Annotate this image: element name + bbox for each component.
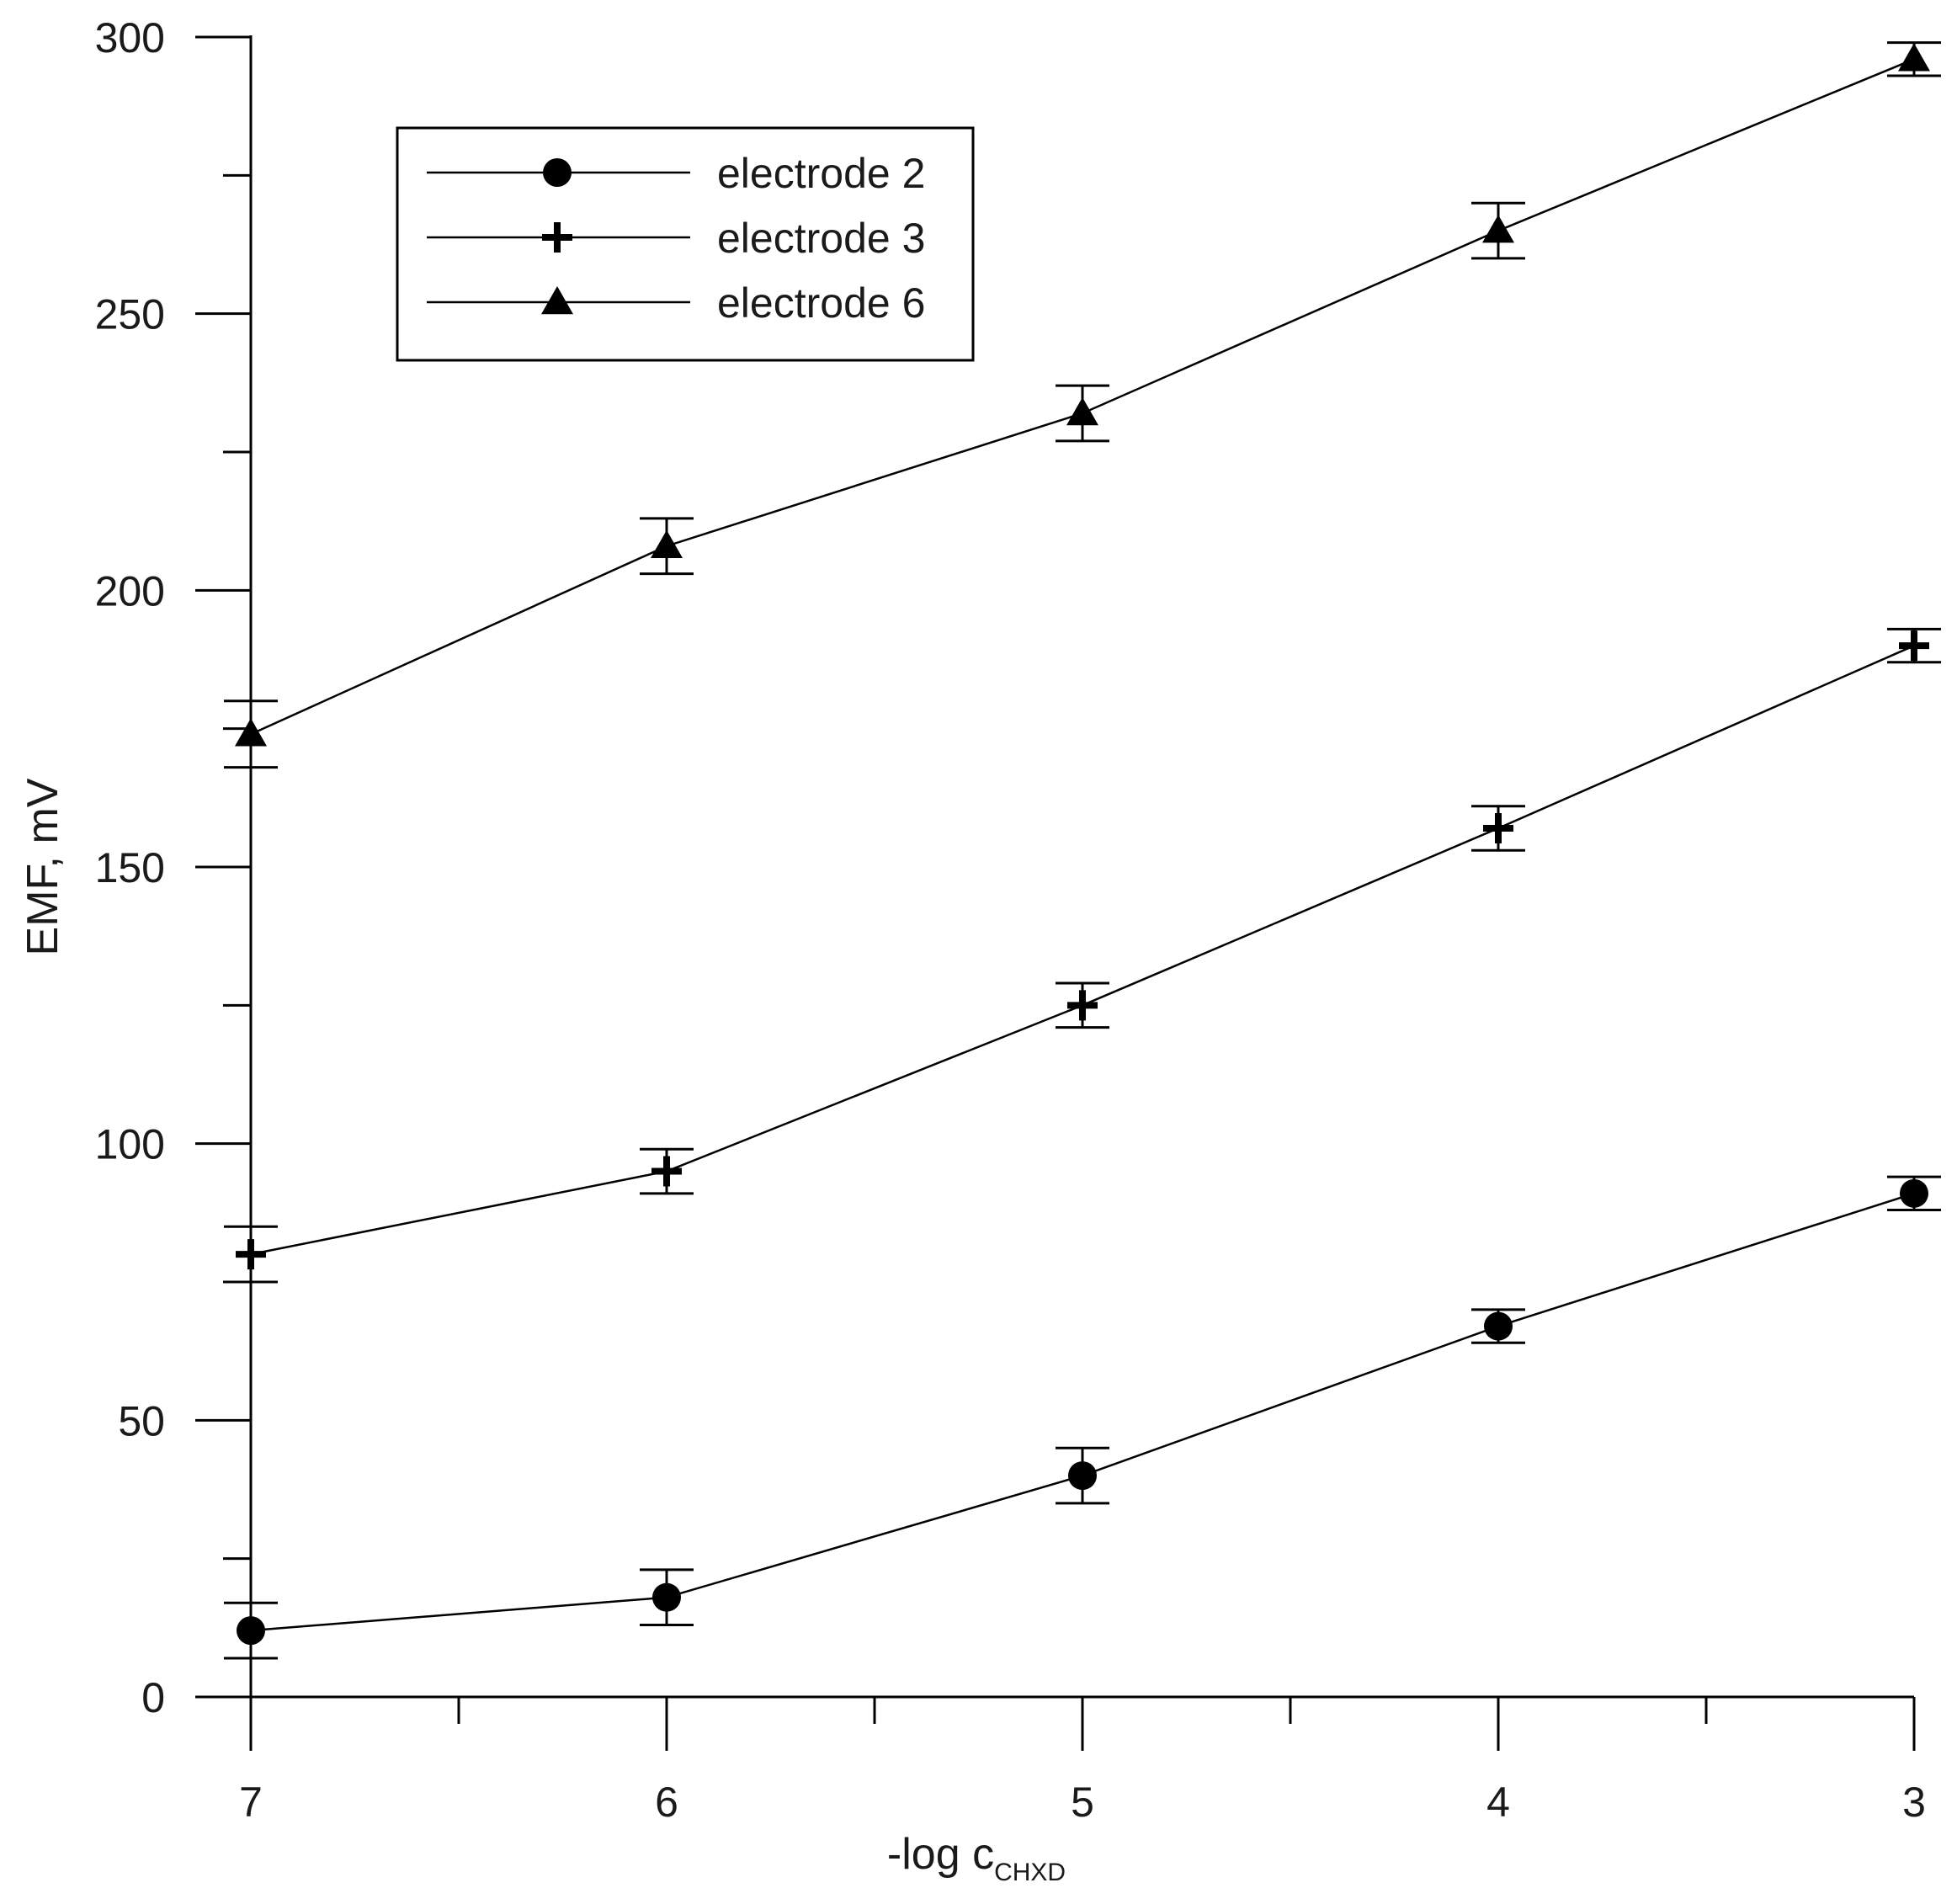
series-line [250, 1192, 1915, 1632]
x-tick-label: 6 [655, 1779, 678, 1826]
data-point-triangle [235, 718, 267, 747]
data-point-plus [1899, 630, 1929, 662]
data-point-circle [237, 1616, 265, 1646]
axes: 0 50 100 150 200 250 300 7 6 5 4 3 [95, 14, 1926, 1826]
y-tick-label: 0 [141, 1674, 165, 1721]
series-electrode-6 [224, 41, 1941, 769]
data-point-triangle [1066, 396, 1098, 426]
data-point-plus [1483, 812, 1513, 843]
data-point-triangle [1898, 43, 1930, 72]
x-axis-title-main: -log c [887, 1830, 994, 1879]
legend-entry: electrode 6 [427, 279, 925, 327]
data-point-triangle [1482, 215, 1514, 243]
data-point-plus [1067, 990, 1098, 1021]
data-point-plus [651, 1156, 682, 1187]
y-tick-label: 50 [118, 1397, 165, 1444]
y-tick-label: 150 [95, 844, 165, 891]
x-axis-title: -log cCHXD [887, 1830, 1066, 1886]
y-tick-label: 100 [95, 1121, 165, 1168]
legend-entry: electrode 2 [427, 150, 925, 197]
legend-label: electrode 6 [717, 279, 925, 327]
y-tick-label: 300 [95, 14, 165, 61]
y-tick-label: 200 [95, 567, 165, 614]
x-tick-label: 7 [239, 1779, 263, 1826]
legend: electrode 2 electrode 3 electrode 6 [396, 126, 975, 362]
legend-label: electrode 3 [717, 215, 925, 262]
legend-label: electrode 2 [717, 150, 925, 197]
legend-marker-plus [542, 222, 572, 253]
data-point-circle [1068, 1461, 1097, 1491]
x-tick-label: 3 [1902, 1779, 1926, 1826]
x-axis-title-subscript: CHXD [994, 1859, 1066, 1886]
series-electrode-3 [224, 627, 1941, 1284]
plot-area [224, 41, 1941, 1660]
series-line [250, 644, 1915, 1256]
series-electrode-2 [224, 1175, 1941, 1660]
x-tick-label: 5 [1071, 1779, 1094, 1826]
legend-marker-triangle [541, 286, 573, 315]
legend-box [396, 126, 975, 362]
data-point-plus [236, 1239, 266, 1270]
data-point-circle [1484, 1311, 1513, 1341]
y-tick-label: 250 [95, 291, 165, 338]
x-tick-label: 4 [1486, 1779, 1510, 1826]
legend-entry: electrode 3 [427, 215, 925, 262]
data-point-triangle [651, 529, 683, 558]
data-point-circle [652, 1582, 681, 1612]
legend-marker-circle [543, 158, 572, 187]
y-axis-title: EMF, mV [19, 778, 67, 955]
data-point-circle [1900, 1178, 1928, 1208]
